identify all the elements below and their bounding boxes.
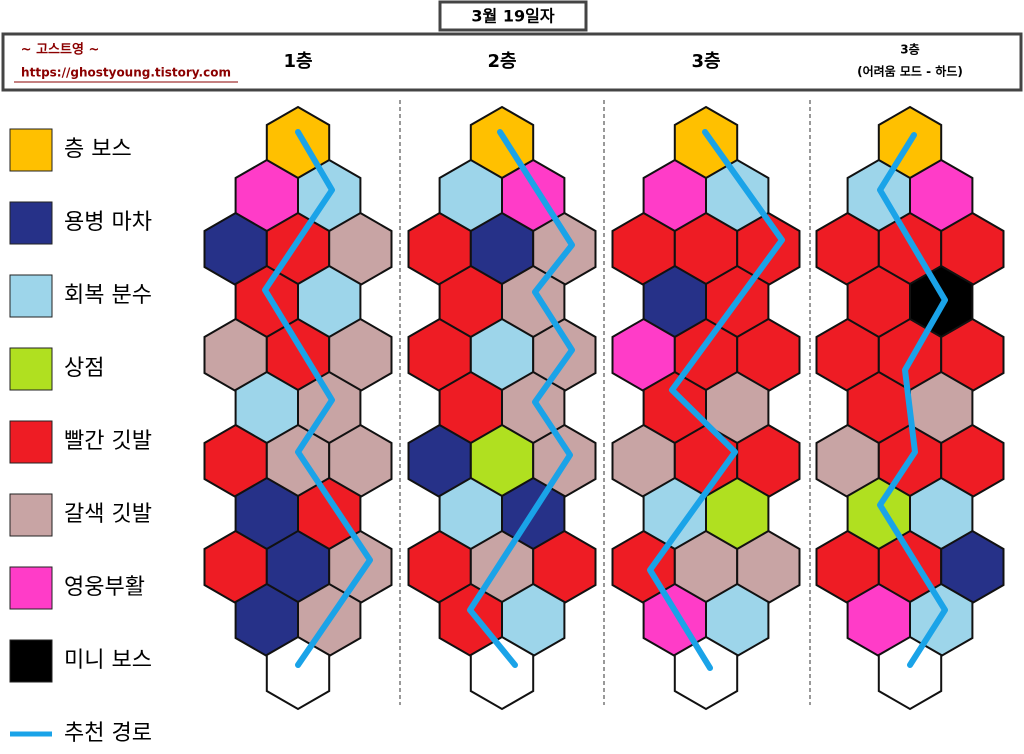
header-band: [1, 32, 1023, 92]
legend-swatch: [9, 128, 53, 172]
legend-swatch: [9, 201, 53, 245]
hex-cell: [265, 635, 331, 711]
legend-label: 영웅부활: [64, 575, 145, 600]
legend-swatch: [9, 639, 53, 683]
legend-label: 빨간 깃발: [64, 429, 152, 454]
hex-cell: [877, 635, 943, 711]
legend-swatch: [9, 566, 53, 610]
hex-cell: [673, 635, 739, 711]
legend-swatch: [9, 420, 53, 464]
route: [467, 129, 575, 668]
title: 3월 19일자: [471, 7, 554, 26]
title-box: [438, 0, 588, 32]
legend-swatch: [9, 493, 53, 537]
legend-label: 용병 마차: [64, 210, 152, 235]
column-label: 3층: [900, 42, 919, 57]
hex-cell: [469, 635, 535, 711]
column-sublabel: (어려움 모드 - 하드): [857, 64, 963, 79]
route: [877, 132, 948, 668]
route: [262, 129, 373, 668]
blog-name: ~ 고스트영 ~: [21, 43, 100, 58]
column-label: 2층: [487, 51, 516, 72]
legend-label: 미니 보스: [64, 648, 152, 673]
legend-swatch: [9, 347, 53, 391]
route: [647, 129, 785, 671]
column-label: 3층: [691, 51, 720, 72]
legend-swatch: [9, 274, 53, 318]
legend-label: 갈색 깃발: [64, 502, 152, 527]
legend-label: 회복 분수: [64, 283, 152, 308]
dividers: [399, 100, 811, 705]
column-label: 1층: [283, 51, 312, 72]
legend-label: 상점: [64, 356, 104, 381]
blog-url[interactable]: https://ghostyoung.tistory.com: [21, 66, 231, 80]
legend-label: 층 보스: [64, 137, 132, 162]
legend-label: 추천 경로: [64, 721, 152, 746]
